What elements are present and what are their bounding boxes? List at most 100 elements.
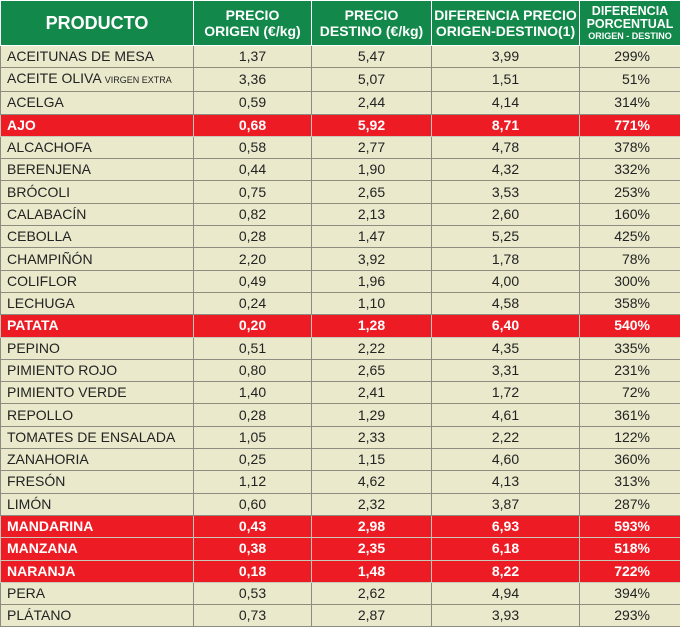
header-line: DESTINO (€/kg) [320,23,423,39]
cell-precio-destino: 5,47 [312,46,432,68]
cell-precio-destino: 2,32 [312,493,432,515]
cell-producto: REPOLLO [1,404,194,426]
cell-diferencia: 4,78 [432,136,580,158]
cell-diferencia: 3,31 [432,359,580,381]
cell-precio-destino: 1,15 [312,449,432,471]
product-name: COLIFLOR [7,273,77,289]
cell-porcentaje: 518% [580,538,680,560]
cell-precio-origen: 1,37 [194,46,312,68]
product-name: CHAMPIÑÓN [7,251,93,267]
cell-precio-destino: 2,65 [312,359,432,381]
header-line: PRECIO [226,7,280,23]
cell-porcentaje: 122% [580,426,680,448]
cell-porcentaje: 425% [580,226,680,248]
cell-precio-origen: 0,28 [194,404,312,426]
cell-producto: ACEITE OLIVA VIRGEN EXTRA [1,68,194,92]
cell-precio-origen: 2,20 [194,248,312,270]
cell-precio-origen: 0,73 [194,605,312,627]
cell-producto: ALCACHOFA [1,136,194,158]
cell-producto: CALABACÍN [1,203,194,225]
cell-diferencia: 4,60 [432,449,580,471]
cell-precio-origen: 0,75 [194,181,312,203]
header-line: PRECIO [345,7,399,23]
product-name: ACEITE OLIVA [7,70,101,86]
product-name: PIMIENTO VERDE [7,384,127,400]
cell-producto: ACEITUNAS DE MESA [1,46,194,68]
product-name-detail: VIRGEN EXTRA [105,75,172,85]
cell-precio-destino: 1,10 [312,292,432,314]
header-line: PORCENTUAL [587,17,674,31]
cell-porcentaje: 394% [580,582,680,604]
cell-porcentaje: 300% [580,270,680,292]
cell-porcentaje: 299% [580,46,680,68]
cell-porcentaje: 287% [580,493,680,515]
cell-diferencia: 4,00 [432,270,580,292]
cell-porcentaje: 593% [580,515,680,537]
product-name: ZANAHORIA [7,451,89,467]
cell-precio-destino: 2,35 [312,538,432,560]
cell-precio-origen: 0,60 [194,493,312,515]
header-producto: PRODUCTO [1,1,194,46]
cell-diferencia: 4,32 [432,159,580,181]
product-name: ACELGA [7,94,64,110]
product-name: PLÁTANO [7,607,71,623]
cell-porcentaje: 51% [580,68,680,92]
cell-precio-destino: 1,90 [312,159,432,181]
cell-precio-origen: 0,59 [194,92,312,114]
cell-precio-origen: 0,20 [194,315,312,337]
product-name: REPOLLO [7,407,73,423]
product-name: PEPINO [7,340,60,356]
cell-porcentaje: 314% [580,92,680,114]
cell-diferencia: 6,93 [432,515,580,537]
cell-porcentaje: 313% [580,471,680,493]
cell-producto: PIMIENTO ROJO [1,359,194,381]
cell-precio-destino: 5,07 [312,68,432,92]
cell-producto: LIMÓN [1,493,194,515]
cell-diferencia: 1,51 [432,68,580,92]
cell-precio-origen: 0,82 [194,203,312,225]
cell-porcentaje: 540% [580,315,680,337]
product-name: TOMATES DE ENSALADA [7,429,175,445]
header-subline: ORIGEN - DESTINO [580,31,680,42]
cell-precio-destino: 2,41 [312,382,432,404]
product-name: NARANJA [7,563,75,579]
cell-porcentaje: 771% [580,114,680,136]
cell-precio-destino: 1,28 [312,315,432,337]
cell-producto: COLIFLOR [1,270,194,292]
cell-diferencia: 3,99 [432,46,580,68]
cell-producto: CEBOLLA [1,226,194,248]
cell-precio-destino: 2,33 [312,426,432,448]
cell-precio-destino: 3,92 [312,248,432,270]
product-name: LECHUGA [7,295,75,311]
cell-producto: PIMIENTO VERDE [1,382,194,404]
header-line: ORIGEN-DESTINO(1) [436,23,575,39]
cell-diferencia: 4,35 [432,337,580,359]
cell-precio-destino: 2,44 [312,92,432,114]
cell-diferencia: 4,61 [432,404,580,426]
cell-producto: ZANAHORIA [1,449,194,471]
product-name: AJO [7,117,36,133]
cell-diferencia: 1,78 [432,248,580,270]
cell-porcentaje: 72% [580,382,680,404]
cell-porcentaje: 231% [580,359,680,381]
